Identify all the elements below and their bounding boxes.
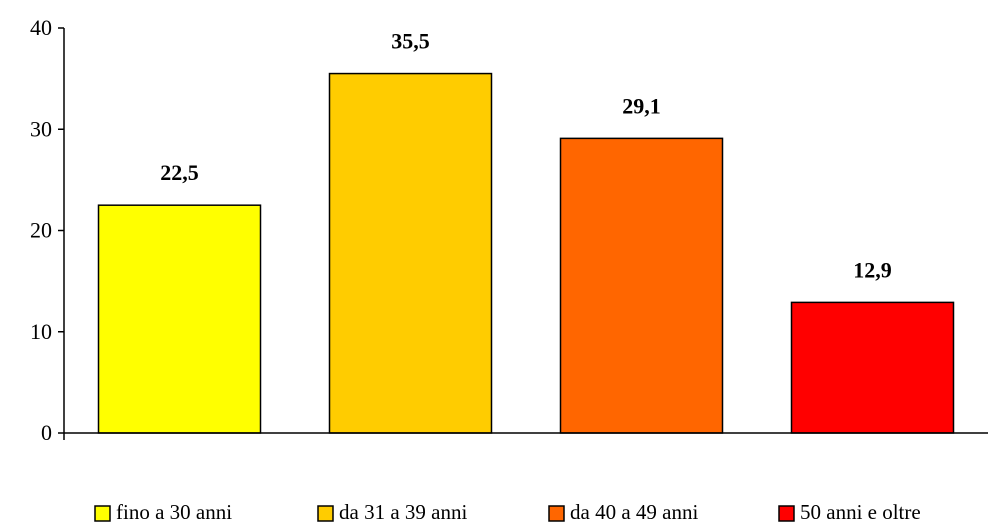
bar [328,72,493,434]
data-label: 29,1 [622,93,661,118]
legend-swatch [317,505,334,522]
legend-swatch [778,505,795,522]
y-tick-label: 20 [30,218,52,243]
data-labels: 22,5 35,5 29,1 12,9 [160,29,892,283]
y-tick-label: 40 [30,15,52,40]
y-tick-label: 0 [41,420,52,445]
legend-label: 50 anni e oltre [800,500,921,524]
bars [97,72,955,434]
legend-label: da 40 a 49 anni [570,500,698,524]
x-axis [63,432,988,440]
y-axis: 0 10 20 30 40 [30,15,65,445]
legend-swatch [548,505,565,522]
bar [790,301,955,434]
bar [97,204,262,434]
legend-label: fino a 30 anni [116,500,232,524]
y-tick-label: 10 [30,319,52,344]
y-tick-label: 30 [30,116,52,141]
bar [559,137,724,434]
legend-swatch [94,505,111,522]
legend: fino a 30 anni da 31 a 39 anni da 40 a 49 … [94,500,921,524]
data-label: 35,5 [391,29,430,54]
legend-label: da 31 a 39 anni [339,500,467,524]
data-label: 22,5 [160,160,199,185]
data-label: 12,9 [853,257,892,282]
